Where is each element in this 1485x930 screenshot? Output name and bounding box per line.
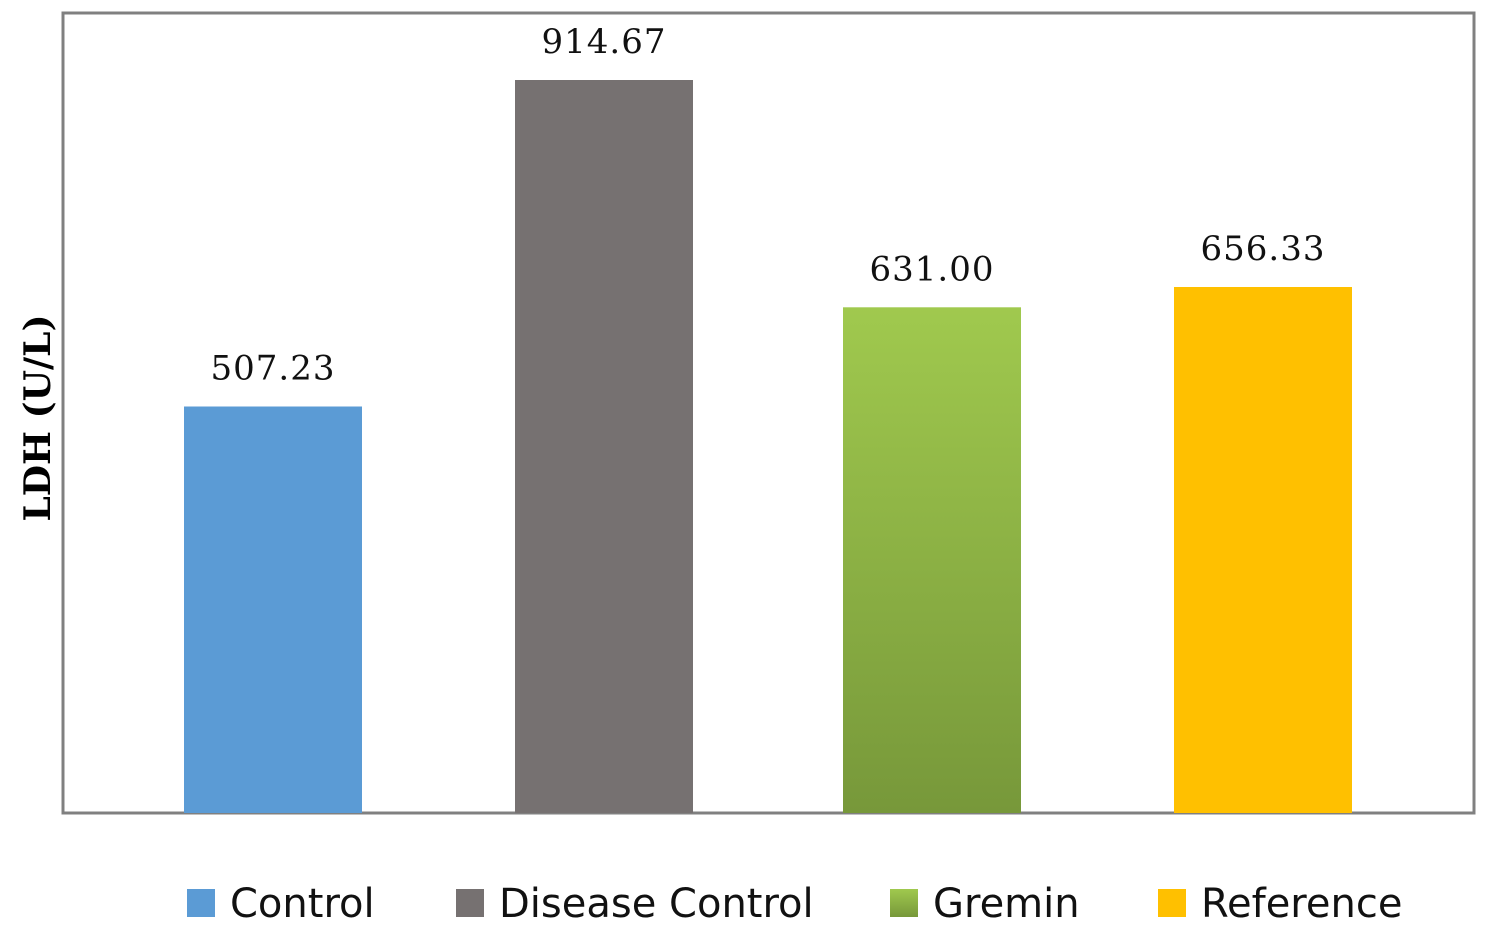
bar-disease-control bbox=[515, 80, 693, 813]
legend-label-gremin: Gremin bbox=[933, 881, 1080, 927]
legend-label-disease-control: Disease Control bbox=[499, 881, 814, 927]
legend-swatch-disease-control bbox=[456, 889, 484, 917]
plot-area-frame bbox=[61, 11, 1476, 815]
legend-swatch-reference bbox=[1158, 889, 1186, 917]
bar-reference bbox=[1174, 287, 1352, 813]
bar-control bbox=[184, 406, 362, 813]
value-label-disease-control: 914.67 bbox=[542, 22, 667, 62]
bar-gremin bbox=[843, 307, 1021, 813]
legend-label-reference: Reference bbox=[1201, 881, 1402, 927]
legend: Control Disease Control Gremin Reference bbox=[187, 881, 1402, 927]
bars-group bbox=[184, 80, 1352, 813]
value-labels-group: 507.23 914.67 631.00 656.33 bbox=[211, 22, 1326, 389]
value-label-gremin: 631.00 bbox=[870, 249, 995, 289]
legend-label-control: Control bbox=[230, 881, 375, 927]
legend-swatch-gremin bbox=[890, 889, 918, 917]
y-axis-label: LDH (U/L) bbox=[17, 315, 59, 522]
legend-swatch-control bbox=[187, 889, 215, 917]
value-label-control: 507.23 bbox=[211, 349, 336, 389]
value-label-reference: 656.33 bbox=[1201, 229, 1326, 269]
